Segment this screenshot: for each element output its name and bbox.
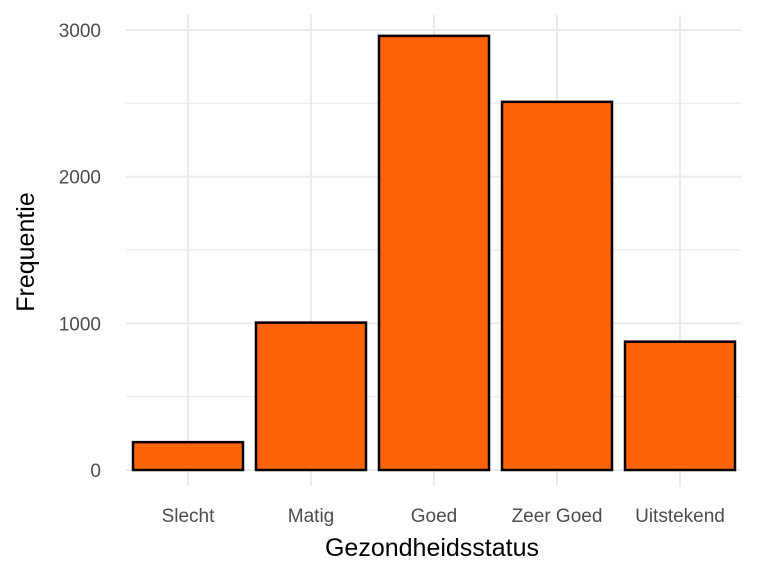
bar-uitstekend [623,340,737,472]
y-axis-title: Frequentie [12,192,40,312]
x-tick-label: Zeer Goed [512,506,603,527]
x-tick-label: Matig [288,506,334,527]
x-tick-label: Uitstekend [635,506,725,527]
bars [131,34,737,472]
y-tick-label: 2000 [59,168,101,189]
x-tick-label: Slecht [162,506,216,527]
x-axis-ticks: Slecht Matig Goed Zeer Goed Uitstekend [162,506,725,527]
y-axis-ticks: 0 1000 2000 3000 [59,21,101,482]
y-tick-label: 1000 [59,314,101,335]
x-tick-label: Goed [411,506,457,527]
bar-goed [377,34,491,472]
x-axis-title: Gezondheidsstatus [325,534,539,562]
y-tick-label: 0 [90,461,101,482]
bar-slecht [131,440,245,472]
bar-matig [254,321,368,472]
bar-zeer-goed [500,100,614,472]
y-tick-label: 3000 [59,21,101,42]
